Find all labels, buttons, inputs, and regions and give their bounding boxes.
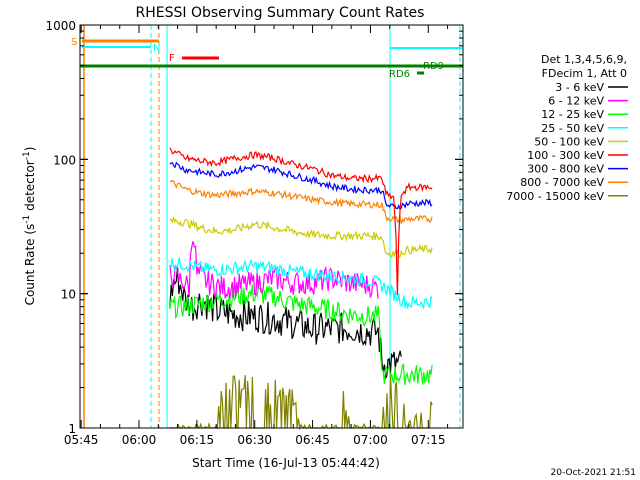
x-axis-label: Start Time (16-Jul-13 05:44:42) xyxy=(192,456,380,470)
observing-flags: S NF RD6 RD9 xyxy=(71,25,463,428)
timestamp: 20-Oct-2021 21:51 xyxy=(551,468,636,478)
y-axis-label: Count Rate (s-1 detector-1) xyxy=(22,147,37,306)
legend-header-line-1: Det 1,3,4,5,6,9, xyxy=(541,53,627,66)
x-tick-label: 06:00 xyxy=(122,433,157,447)
y-axis: 1 10 100 1000 xyxy=(45,19,463,436)
x-tick-label: 06:15 xyxy=(180,433,215,447)
x-axis: 05:45 06:00 06:15 06:30 06:45 07:00 07:15 xyxy=(64,25,449,447)
x-tick-label: 07:15 xyxy=(411,433,446,447)
y-tick-label: 1 xyxy=(68,422,76,436)
y-tick-label: 1000 xyxy=(45,19,76,33)
night-flag-label: N xyxy=(153,43,160,54)
plot-series xyxy=(169,147,433,431)
y-tick-label: 10 xyxy=(61,288,76,302)
legend-entry-label: 3 - 6 keV xyxy=(555,81,604,94)
y-tick-label: 100 xyxy=(53,153,76,167)
rd9-flag-label: RD9 xyxy=(423,61,444,72)
chart-title: RHESSI Observing Summary Count Rates xyxy=(136,5,425,21)
legend-entry-label: 800 - 7000 keV xyxy=(520,176,604,189)
legend-entry-label: 12 - 25 keV xyxy=(541,108,604,121)
legend-header-line-2: FDecim 1, Att 0 xyxy=(542,67,627,80)
flare-flag-label: F xyxy=(169,53,175,64)
legend-entry-label: 100 - 300 keV xyxy=(527,149,604,162)
series-line-3-6-kev xyxy=(169,266,402,380)
series-line-100-300-kev xyxy=(169,147,433,296)
legend: Det 1,3,4,5,6,9,FDecim 1, Att 03 - 6 keV… xyxy=(506,53,628,203)
legend-entry-label: 25 - 50 keV xyxy=(541,122,604,135)
series-line-800-7000-kev xyxy=(169,179,433,224)
legend-entry-label: 300 - 800 keV xyxy=(527,163,604,176)
rd6-flag-label: RD6 xyxy=(389,69,410,80)
series-line-300-800-kev xyxy=(169,161,433,211)
x-tick-label: 06:30 xyxy=(237,433,272,447)
series-line-12-25-kev xyxy=(169,284,433,386)
plot-frame xyxy=(79,24,464,429)
legend-entry-label: 6 - 12 keV xyxy=(548,95,604,108)
series-line-50-100-kev xyxy=(169,217,433,259)
x-tick-label: 07:00 xyxy=(353,433,388,447)
saa-flag-label: S xyxy=(71,37,77,48)
legend-entry-label: 7000 - 15000 keV xyxy=(506,190,604,203)
legend-entry-label: 50 - 100 keV xyxy=(534,135,604,148)
series-line-25-50-kev xyxy=(169,257,433,310)
x-tick-label: 05:45 xyxy=(64,433,99,447)
x-tick-label: 06:45 xyxy=(295,433,330,447)
